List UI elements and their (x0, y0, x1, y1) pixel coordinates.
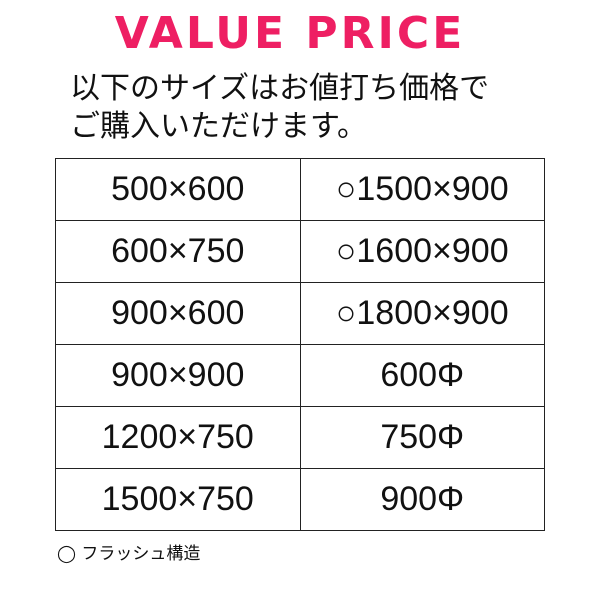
size-cell: 750Φ (299, 406, 545, 469)
size-table: 500×600 ○1500×900 600×750 ○1600×900 900×600 ○… (55, 158, 545, 531)
table-row: 500×600 ○1500×900 (55, 158, 545, 221)
size-cell: 600×750 (55, 220, 301, 283)
footnote: ◯ フラッシュ構造 (57, 544, 201, 564)
intro-line: ご購入いただけます。 (70, 109, 367, 144)
size-cell: 1500×750 (55, 468, 301, 531)
size-cell: ○1500×900 (299, 158, 545, 221)
intro-line: 以下のサイズはお値打ち価格で (70, 71, 490, 106)
table-row: 900×600 ○1800×900 (55, 282, 545, 345)
size-cell: 500×600 (55, 158, 301, 221)
page-title: VALUE PRICE (114, 8, 466, 59)
size-cell: 600Φ (299, 344, 545, 407)
size-cell: 900×900 (55, 344, 301, 407)
table-row: 900×900 600Φ (55, 344, 545, 407)
table-row: 1500×750 900Φ (55, 468, 545, 531)
size-cell: 1200×750 (55, 406, 301, 469)
size-cell: ○1600×900 (299, 220, 545, 283)
size-cell: 900Φ (299, 468, 545, 531)
size-cell: ○1800×900 (299, 282, 545, 345)
table-row: 1200×750 750Φ (55, 406, 545, 469)
intro-text: 以下のサイズはお値打ち価格で ご購入いただけます。 (70, 70, 489, 146)
table-row: 600×750 ○1600×900 (55, 220, 545, 283)
size-cell: 900×600 (55, 282, 301, 345)
